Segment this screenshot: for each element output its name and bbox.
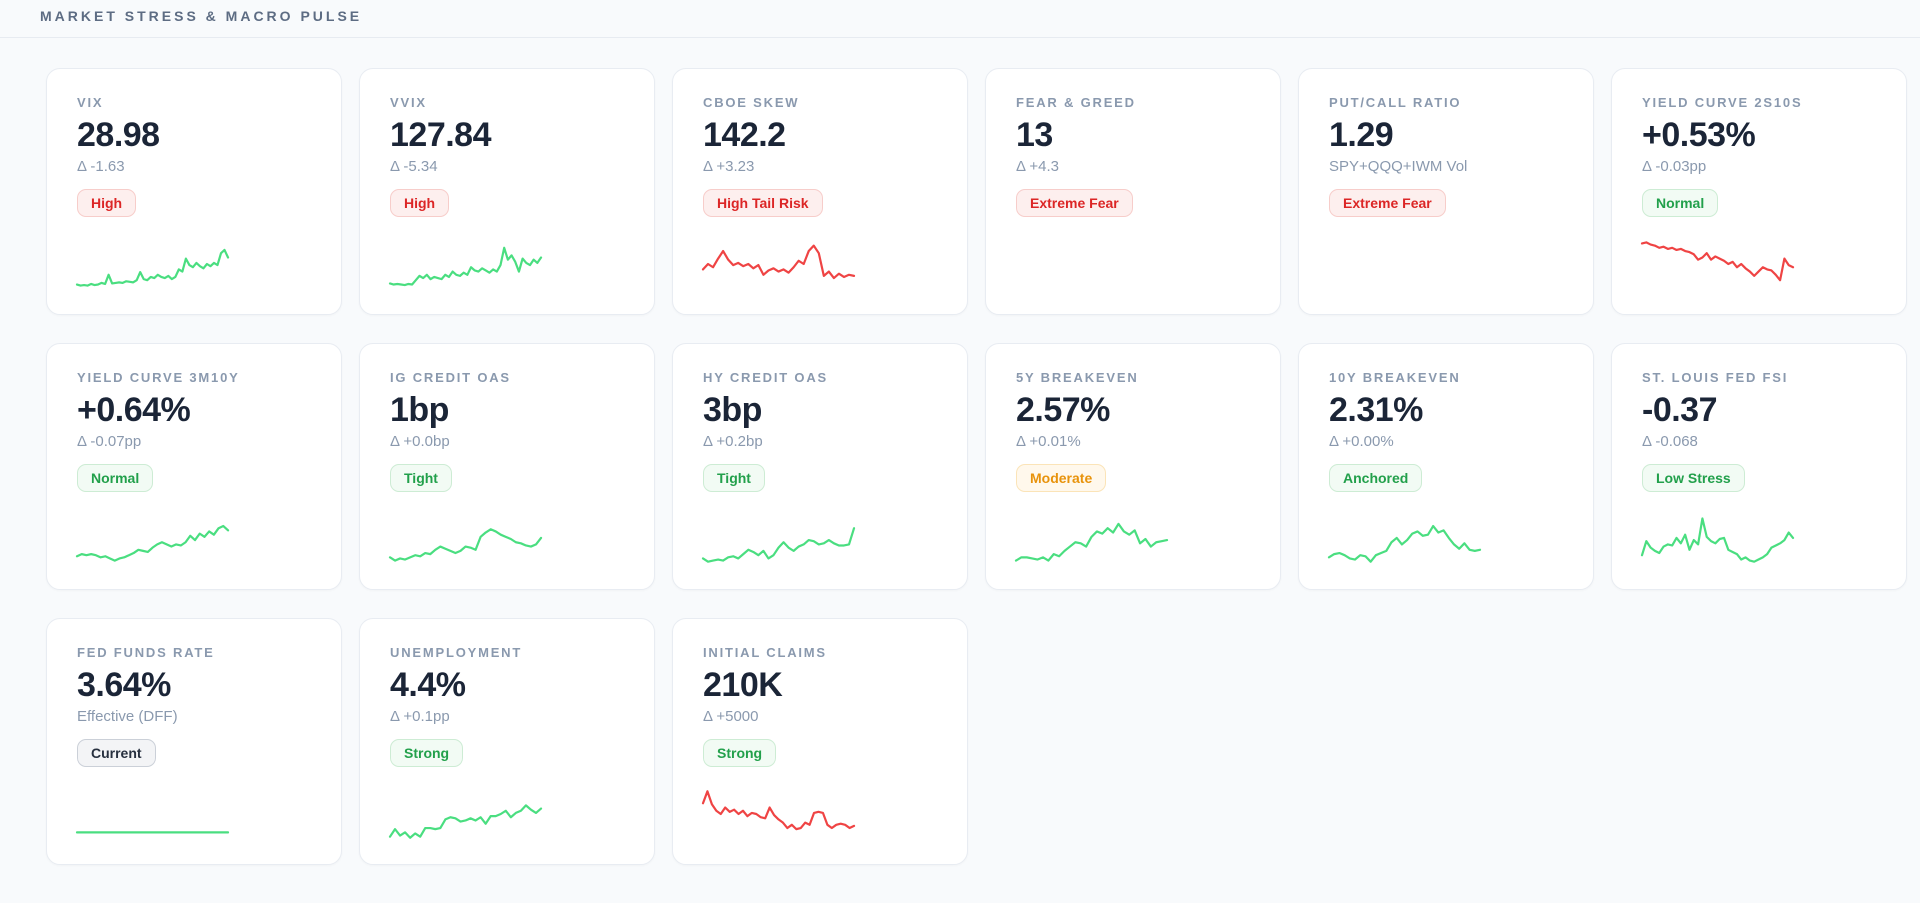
status-badge: Strong (703, 739, 777, 767)
sparkline-chart (1642, 509, 1793, 569)
metric-value: 210K (703, 666, 783, 704)
metric-title: FEAR & GREED (1016, 95, 1136, 110)
section-header: MARKET STRESS & MACRO PULSE (0, 0, 1920, 38)
metric-card: YIELD CURVE 2S10S +0.53% Δ -0.03pp Normal (1611, 68, 1907, 315)
status-badge: Tight (703, 464, 765, 492)
sparkline-chart (703, 509, 854, 569)
metric-title: UNEMPLOYMENT (390, 645, 523, 660)
metric-delta: Δ +0.0bp (390, 433, 450, 450)
sparkline-chart (390, 234, 541, 294)
metric-card: YIELD CURVE 3M10Y +0.64% Δ -0.07pp Normal (46, 343, 342, 590)
metric-title: PUT/CALL RATIO (1329, 95, 1462, 110)
metric-title: VIX (77, 95, 104, 110)
metric-delta: SPY+QQQ+IWM Vol (1329, 158, 1468, 175)
metric-delta: Δ +3.23 (703, 158, 755, 175)
status-badge: Low Stress (1642, 464, 1745, 492)
metric-title: CBOE SKEW (703, 95, 800, 110)
metric-card: IG CREDIT OAS 1bp Δ +0.0bp Tight (359, 343, 655, 590)
metric-delta: Δ -0.068 (1642, 433, 1698, 450)
section-title: MARKET STRESS & MACRO PULSE (40, 8, 363, 24)
sparkline-chart (1329, 509, 1480, 569)
metric-title: ST. LOUIS FED FSI (1642, 370, 1789, 385)
metric-delta: Effective (DFF) (77, 708, 178, 725)
metric-value: 1.29 (1329, 116, 1394, 154)
status-badge: Extreme Fear (1329, 189, 1446, 217)
status-badge: Extreme Fear (1016, 189, 1133, 217)
metric-value: 142.2 (703, 116, 786, 154)
sparkline-chart (77, 509, 228, 569)
metric-delta: Δ +4.3 (1016, 158, 1059, 175)
metric-title: YIELD CURVE 2S10S (1642, 95, 1803, 110)
status-badge: Normal (77, 464, 154, 492)
status-badge: Normal (1642, 189, 1719, 217)
sparkline-chart (1016, 509, 1167, 569)
sparkline-chart (77, 784, 228, 844)
status-badge: High (390, 189, 450, 217)
metric-title: 5Y BREAKEVEN (1016, 370, 1139, 385)
metric-delta: Δ +0.1pp (390, 708, 450, 725)
sparkline-chart (1642, 234, 1793, 294)
sparkline-chart (390, 509, 541, 569)
metric-card: HY CREDIT OAS 3bp Δ +0.2bp Tight (672, 343, 968, 590)
metric-delta: Δ +0.2bp (703, 433, 763, 450)
status-badge: Strong (390, 739, 464, 767)
status-badge: Moderate (1016, 464, 1107, 492)
metrics-grid: VIX 28.98 Δ -1.63 High VVIX 127.84 Δ -5.34 High… (46, 68, 1908, 865)
metric-card: PUT/CALL RATIO 1.29 SPY+QQQ+IWM Vol Extreme… (1298, 68, 1594, 315)
metric-title: INITIAL CLAIMS (703, 645, 827, 660)
metric-delta: Δ -5.34 (390, 158, 438, 175)
status-badge: Anchored (1329, 464, 1423, 492)
metric-value: 1bp (390, 391, 449, 429)
metric-delta: Δ +5000 (703, 708, 759, 725)
metric-title: HY CREDIT OAS (703, 370, 829, 385)
metric-card: FEAR & GREED 13 Δ +4.3 Extreme Fear (985, 68, 1281, 315)
metric-title: IG CREDIT OAS (390, 370, 511, 385)
status-badge: High (77, 189, 137, 217)
metric-delta: Δ +0.00% (1329, 433, 1394, 450)
metric-value: 2.31% (1329, 391, 1423, 429)
metric-value: 3.64% (77, 666, 171, 704)
metric-card: FED FUNDS RATE 3.64% Effective (DFF) Curren… (46, 618, 342, 865)
metric-card: ST. LOUIS FED FSI -0.37 Δ -0.068 Low Stress (1611, 343, 1907, 590)
sparkline-chart (77, 234, 228, 294)
metric-delta: Δ -0.07pp (77, 433, 142, 450)
metric-card: 5Y BREAKEVEN 2.57% Δ +0.01% Moderate (985, 343, 1281, 590)
sparkline-chart (390, 784, 541, 844)
metric-card: 10Y BREAKEVEN 2.31% Δ +0.00% Anchored (1298, 343, 1594, 590)
metric-value: 4.4% (390, 666, 466, 704)
metric-delta: Δ -0.03pp (1642, 158, 1707, 175)
status-badge: High Tail Risk (703, 189, 823, 217)
metric-value: 28.98 (77, 116, 160, 154)
metric-delta: Δ +0.01% (1016, 433, 1081, 450)
metric-delta: Δ -1.63 (77, 158, 125, 175)
metric-title: FED FUNDS RATE (77, 645, 215, 660)
metric-value: +0.64% (77, 391, 191, 429)
metric-card: UNEMPLOYMENT 4.4% Δ +0.1pp Strong (359, 618, 655, 865)
metric-value: 127.84 (390, 116, 492, 154)
metric-value: 3bp (703, 391, 762, 429)
metric-title: VVIX (390, 95, 427, 110)
metric-card: INITIAL CLAIMS 210K Δ +5000 Strong (672, 618, 968, 865)
sparkline-chart (703, 234, 854, 294)
metric-card: VIX 28.98 Δ -1.63 High (46, 68, 342, 315)
metric-title: 10Y BREAKEVEN (1329, 370, 1461, 385)
metric-card: CBOE SKEW 142.2 Δ +3.23 High Tail Risk (672, 68, 968, 315)
metric-card: VVIX 127.84 Δ -5.34 High (359, 68, 655, 315)
metric-title: YIELD CURVE 3M10Y (77, 370, 240, 385)
metric-value: -0.37 (1642, 391, 1718, 429)
metric-value: 2.57% (1016, 391, 1110, 429)
metric-value: 13 (1016, 116, 1053, 154)
status-badge: Tight (390, 464, 452, 492)
metric-value: +0.53% (1642, 116, 1756, 154)
sparkline-chart (703, 784, 854, 844)
status-badge: Current (77, 739, 156, 767)
